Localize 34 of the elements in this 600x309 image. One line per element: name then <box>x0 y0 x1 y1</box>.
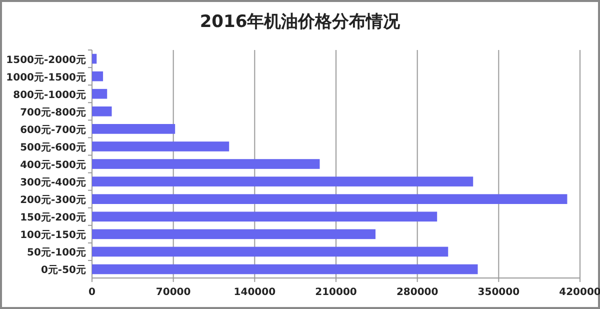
y-tick-label: 600元-700元 <box>20 124 86 136</box>
x-tick-label: 420000 <box>559 287 600 298</box>
bar <box>92 194 568 204</box>
x-tick-label: 350000 <box>478 287 520 298</box>
y-tick-label: 50元-100元 <box>27 246 86 259</box>
bar <box>92 159 320 169</box>
x-tick-label: 140000 <box>234 287 276 298</box>
x-tick-label: 210000 <box>315 287 357 298</box>
y-tick-label: 0元-50元 <box>40 264 86 276</box>
bar <box>92 246 448 257</box>
bar <box>92 264 478 274</box>
x-tick-label: 70000 <box>156 287 191 298</box>
bar <box>92 106 112 116</box>
y-tick-label: 800元-1000元 <box>13 88 86 101</box>
y-tick-label: 300元-400元 <box>20 176 86 189</box>
y-tick-label: 700元-800元 <box>20 106 86 118</box>
y-tick-label: 100元-150元 <box>20 229 86 242</box>
bar <box>92 88 108 99</box>
x-tick-label: 0 <box>88 287 96 298</box>
bar <box>92 176 474 186</box>
y-tick-label: 1500元-2000元 <box>6 54 86 66</box>
y-tick-label: 500元-600元 <box>20 141 86 154</box>
y-tick-label: 200元-300元 <box>20 194 86 206</box>
bar <box>92 212 438 222</box>
bar <box>92 142 230 152</box>
y-tick-label: 1000元-1500元 <box>6 71 86 84</box>
bar <box>92 229 376 240</box>
bar <box>92 54 97 64</box>
bar <box>92 124 176 134</box>
y-tick-label: 150元-200元 <box>20 212 86 224</box>
x-tick-label: 280000 <box>396 287 438 298</box>
bar <box>92 71 104 82</box>
y-tick-label: 400元-500元 <box>20 159 86 171</box>
chart-title: 2016年机油价格分布情况 <box>200 12 402 32</box>
